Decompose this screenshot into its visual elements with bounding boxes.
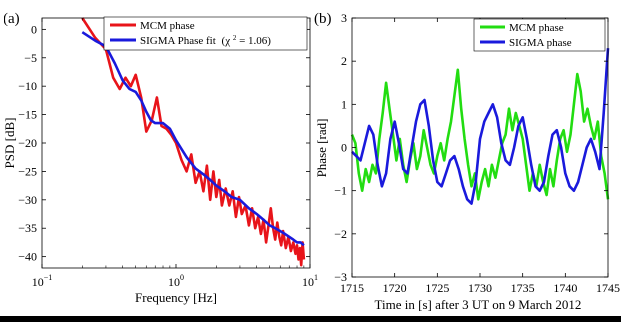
y-ticks-b: −3 −2 −1 0 1 2 3 — [334, 11, 608, 284]
x-axis-label-b: Time in [s] after 3 UT on 9 March 2012 — [375, 297, 582, 312]
x-tick-label-a: 10−1 — [32, 273, 53, 289]
series-line-a-0 — [81, 17, 306, 267]
y-tick-label-b: 3 — [341, 11, 347, 25]
x-tick-label-b: 1745 — [596, 281, 620, 295]
legend-entry-sigma-a: SIGMA Phase fit (χ 2 = 1.06) — [140, 31, 271, 47]
legend-entry-sigma-b: SIGMA phase — [509, 37, 572, 49]
left-margin — [0, 0, 4, 316]
y-tick-label-b: 1 — [341, 97, 347, 111]
legend-chi-sup-a: 2 — [233, 34, 237, 42]
legend-entry-sigma-name-a: SIGMA Phase fit — [140, 35, 216, 47]
x-tick-label-a: 101 — [302, 273, 318, 289]
legend-chi-suffix-a: = 1.06) — [239, 35, 271, 47]
x-ticks-b: 1715 1720 1725 1730 1735 1740 1745 — [340, 18, 620, 295]
y-tick-label-b: 2 — [341, 54, 347, 68]
series-line-b-0 — [350, 68, 610, 201]
x-tick-label-a: 100 — [168, 273, 184, 289]
y-tick-label-a: 0 — [31, 22, 37, 36]
chart-panel-a: (a) 0−5−10−15−20−25−30−35−40 10−1 100 101 … — [2, 11, 318, 305]
y-tick-label-a: −15 — [18, 108, 37, 122]
y-axis-label-b: Phase [rad] — [314, 119, 329, 178]
y-tick-label-a: −5 — [24, 51, 37, 65]
y-tick-label-a: −40 — [18, 250, 37, 264]
series-line-b-1 — [351, 48, 610, 205]
y-tick-label-a: −25 — [18, 164, 37, 178]
legend-b: MCM phase SIGMA phase — [473, 18, 606, 52]
legend-entry-mcm-b: MCM phase — [509, 22, 564, 34]
legend-box-a — [103, 16, 308, 51]
data-lines-a — [81, 17, 306, 267]
y-tick-label-a: −30 — [18, 193, 37, 207]
y-tick-label-b: −3 — [334, 270, 347, 284]
y-tick-label-a: −20 — [18, 136, 37, 150]
x-ticks-a: 10−1 100 101 — [32, 18, 318, 289]
data-lines-b — [350, 48, 610, 205]
y-tick-label-b: −2 — [334, 227, 347, 241]
panel-label-b: (b) — [314, 11, 332, 27]
x-tick-label-b: 1740 — [553, 281, 577, 295]
x-tick-label-b: 1725 — [425, 281, 449, 295]
x-tick-label-b: 1715 — [340, 281, 364, 295]
y-axis-label-a: PSD [dB] — [2, 118, 17, 169]
y-tick-label-b: −1 — [334, 184, 347, 198]
x-axis-label-a: Frequency [Hz] — [135, 290, 217, 305]
legend-a: MCM phase SIGMA Phase fit (χ 2 = 1.06) — [103, 16, 308, 51]
legend-chi-prefix-a: (χ — [222, 35, 231, 47]
bottom-bar — [0, 316, 621, 322]
series-line-a-1 — [81, 31, 305, 247]
panel-label-a: (a) — [3, 11, 20, 27]
y-tick-label-a: −10 — [18, 79, 37, 93]
x-tick-label-b: 1730 — [468, 281, 492, 295]
y-tick-label-a: −35 — [18, 221, 37, 235]
y-ticks-a: 0 −5 −10 −15 −20 −25 −30 −35 −40 — [18, 22, 310, 264]
y-tick-label-b: 0 — [341, 141, 347, 155]
legend-entry-mcm-a: MCM phase — [140, 20, 195, 32]
legend-box-b — [473, 18, 606, 52]
x-tick-label-b: 1735 — [511, 281, 535, 295]
x-tick-label-b: 1720 — [383, 281, 407, 295]
